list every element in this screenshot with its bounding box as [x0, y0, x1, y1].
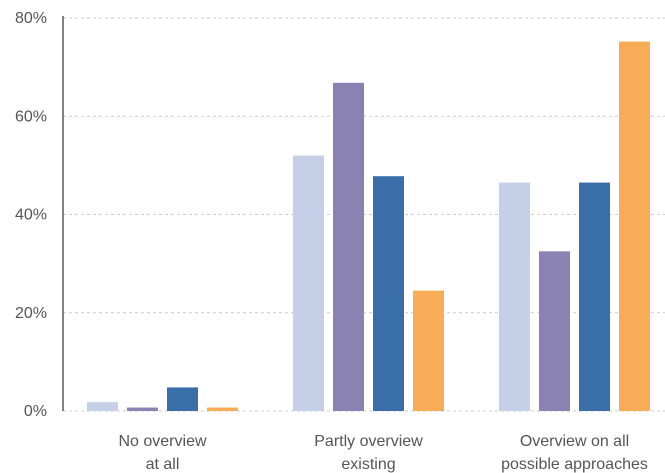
x-category-label: at all	[146, 456, 180, 473]
bar-series2-cat3	[539, 251, 570, 411]
y-tick-label: 60%	[15, 108, 47, 125]
y-tick-label: 80%	[15, 10, 47, 27]
y-tick-label: 20%	[15, 305, 47, 322]
bar-series2-cat2	[333, 82, 364, 411]
y-tick-label: 0%	[24, 403, 47, 420]
x-category-label: No overview	[118, 433, 206, 450]
x-axis-category-labels: No overview at all Partly overview existing…	[118, 433, 647, 473]
x-category-label: Overview on all	[520, 433, 629, 450]
bar-series3-cat3	[579, 182, 610, 411]
x-category-label: Partly overview	[314, 433, 423, 450]
x-category-label: possible approaches	[501, 456, 648, 473]
bar-series1-cat2	[293, 155, 324, 411]
y-axis-tick-labels: 0% 20% 40% 60% 80%	[15, 10, 47, 420]
bar-series1-cat3	[499, 182, 530, 411]
bar-series4-cat1	[207, 407, 238, 411]
x-category-label: existing	[341, 456, 395, 473]
bars	[87, 41, 650, 412]
bar-series4-cat2	[413, 290, 444, 411]
bar-series3-cat2	[373, 176, 404, 411]
bar-series1-cat1	[87, 402, 118, 411]
y-tick-label: 40%	[15, 207, 47, 224]
bar-series4-cat3	[619, 41, 650, 412]
bar-series3-cat1	[167, 387, 198, 411]
bar-series2-cat1	[127, 407, 158, 411]
